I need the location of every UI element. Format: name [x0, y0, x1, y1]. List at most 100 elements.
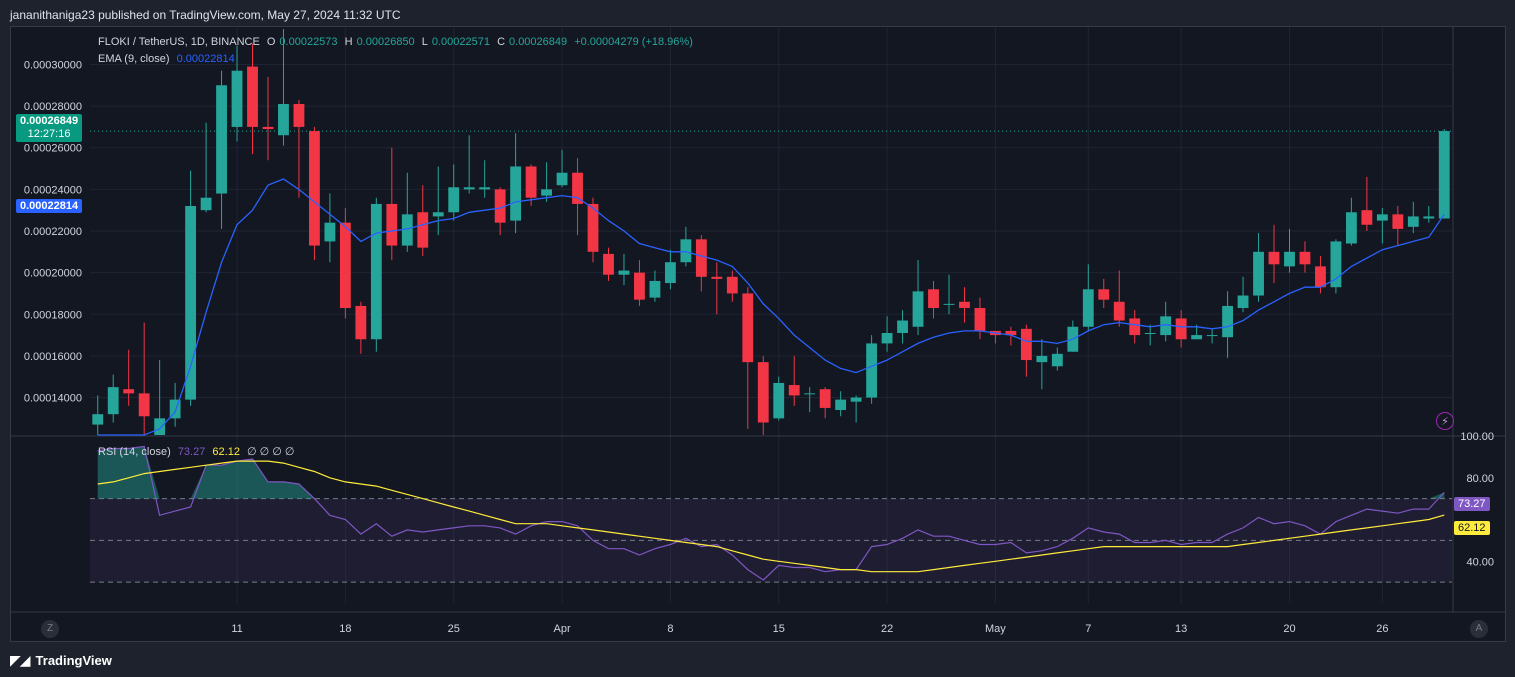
candle-body	[881, 333, 893, 344]
candle-body	[1345, 212, 1357, 244]
rsi-line	[97, 445, 1445, 581]
candle-body	[850, 397, 862, 402]
price-tick-label: 0.00016000	[24, 351, 82, 363]
timezone-button[interactable]: Z	[41, 620, 59, 638]
candle-body	[1253, 251, 1264, 296]
candle-body	[1299, 251, 1311, 265]
tv-logo-icon: ◤◢	[10, 652, 31, 668]
publisher-line: jananithaniga23 published on TradingView…	[10, 8, 401, 22]
high-key: H	[344, 36, 353, 48]
rsi-tick-label: 100.00	[1460, 431, 1494, 443]
candle-body	[355, 305, 367, 340]
rsi-legend[interactable]: RSI (14, close) 73.27 62.12 ∅ ∅ ∅ ∅	[98, 445, 299, 458]
time-tick-label: 13	[1175, 623, 1187, 635]
candle-body	[339, 222, 351, 309]
candle-body	[262, 126, 274, 129]
candle-body	[634, 272, 645, 300]
ema-legend[interactable]: EMA (9, close) 0.00022814	[98, 53, 239, 65]
candle-body	[479, 187, 491, 190]
candle-body	[912, 291, 924, 327]
rsi-value: 73.27	[177, 446, 206, 458]
price-tick-label: 0.00024000	[24, 184, 82, 196]
candle-body	[835, 399, 847, 411]
candle-body	[1330, 241, 1342, 288]
close-key: C	[497, 36, 506, 48]
low-value: 0.00022571	[431, 36, 490, 48]
price-tick-label: 0.00030000	[24, 59, 82, 71]
price-tick-label: 0.00014000	[24, 393, 82, 405]
close-value: 0.00026849	[509, 36, 568, 48]
rsi-tick-label: 80.00	[1466, 473, 1494, 485]
candle-body	[386, 203, 398, 246]
candle-body	[1315, 266, 1326, 288]
candle-body	[664, 262, 676, 284]
candle-body	[154, 418, 166, 435]
candle-body	[1423, 216, 1435, 219]
candle-body	[1376, 214, 1388, 221]
candle-body	[200, 197, 212, 211]
candle-body	[959, 301, 970, 309]
footer-brand[interactable]: ◤◢ TradingView	[10, 652, 112, 669]
candle-body	[1206, 335, 1218, 337]
candle-body	[309, 131, 320, 246]
candle-body	[216, 85, 227, 194]
candle-body	[1438, 131, 1450, 219]
chart-frame	[10, 26, 1506, 642]
candle-body	[1268, 251, 1280, 265]
time-tick-label: May	[985, 623, 1006, 635]
candle-body	[742, 293, 754, 363]
candle-body	[107, 387, 119, 415]
rsi-extras: ∅ ∅ ∅ ∅	[247, 446, 295, 458]
candle-body	[231, 70, 243, 127]
rsi-label: RSI (14, close)	[98, 446, 171, 458]
candle-body	[541, 189, 552, 196]
candle-body	[1237, 295, 1249, 309]
rsi-value-tag: 73.27	[1454, 497, 1490, 511]
price-tick-label: 0.00022000	[24, 226, 82, 238]
ema-value: 0.00022814	[176, 53, 235, 65]
candle-body	[463, 187, 475, 190]
candle-body	[278, 104, 289, 136]
time-tick-label: 11	[231, 623, 242, 635]
symbol-label[interactable]: FLOKI / TetherUS, 1D, BINANCE	[98, 36, 260, 48]
candle-body	[757, 362, 769, 423]
candle-body	[649, 280, 661, 298]
candles	[92, 29, 1450, 435]
candle-body	[1098, 289, 1110, 300]
candle-body	[417, 212, 429, 248]
time-tick-label: 26	[1376, 623, 1388, 635]
lightning-icon[interactable]: ⚡	[1436, 412, 1454, 430]
candle-body	[432, 212, 444, 217]
candle-body	[1361, 210, 1373, 225]
candle-body	[897, 320, 908, 333]
candle-body	[680, 239, 692, 263]
candle-body	[494, 189, 506, 223]
candle-body	[1144, 333, 1156, 334]
ema-line	[97, 178, 1445, 436]
candle-body	[1036, 355, 1048, 363]
candle-body	[773, 382, 785, 419]
candle-body	[866, 343, 878, 398]
last-price: 0.00026849	[20, 115, 79, 127]
candle-body	[587, 203, 599, 252]
candle-body	[711, 276, 723, 279]
candle-body	[510, 166, 522, 221]
candle-body	[185, 206, 197, 400]
rsi-ma-line	[97, 460, 1445, 573]
rsi-ma-value: 62.12	[212, 446, 240, 458]
candle-body	[1392, 214, 1404, 229]
rsi-ma-tag: 62.12	[1454, 521, 1490, 535]
time-tick-label: 25	[448, 623, 460, 635]
price-tick-label: 0.00018000	[24, 309, 82, 321]
candle-body	[401, 214, 413, 246]
countdown: 12:27:16	[27, 128, 71, 140]
auto-scale-button[interactable]: A	[1470, 620, 1488, 638]
candle-body	[618, 270, 630, 275]
time-tick-label: 15	[773, 623, 785, 635]
candle-body	[943, 303, 955, 305]
candle-body	[293, 104, 305, 127]
candle-body	[1051, 353, 1063, 367]
candle-body	[370, 203, 382, 340]
rsi-overbought-fill	[97, 446, 1445, 499]
